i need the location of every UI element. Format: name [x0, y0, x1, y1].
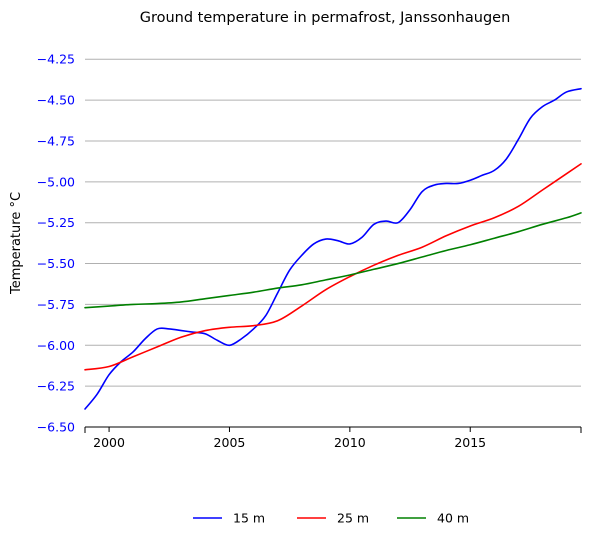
legend: 15 m 25 m 40 m [193, 511, 469, 526]
x-tick-label: 2015 [454, 435, 486, 450]
y-gridlines [85, 58, 581, 387]
chart-title: Ground temperature in permafrost, Jansso… [140, 10, 511, 26]
y-tick-label: −4.50 [37, 93, 75, 108]
y-tick-label: −5.00 [37, 174, 75, 189]
y-axis-label: Temperature °C [9, 192, 24, 295]
series-line [84, 163, 582, 371]
x-tick-label: 2005 [214, 435, 246, 450]
x-axis: 2000 2005 2010 2015 [84, 426, 582, 450]
series-line [84, 212, 582, 309]
x-tick-label: 2000 [93, 435, 125, 450]
legend-label: 25 m [337, 511, 369, 526]
y-tick-label: −4.75 [37, 133, 75, 148]
plot-series [84, 87, 582, 410]
y-tick-label: −6.00 [37, 338, 75, 353]
legend-label: 15 m [233, 511, 265, 526]
y-tick-label: −6.25 [37, 379, 75, 394]
y-tick-label: −5.75 [37, 297, 75, 312]
series-line [84, 87, 582, 410]
y-tick-label: −5.50 [37, 256, 75, 271]
x-tick-label: 2010 [334, 435, 366, 450]
y-axis-ticks: −6.50 −6.25 −6.00 −5.75 −5.50 −5.25 −5.00 −4.75… [37, 52, 75, 435]
y-tick-label: −5.25 [37, 215, 75, 230]
legend-label: 40 m [437, 511, 469, 526]
y-tick-label: −4.25 [37, 52, 75, 67]
y-tick-label: −6.50 [37, 420, 75, 435]
